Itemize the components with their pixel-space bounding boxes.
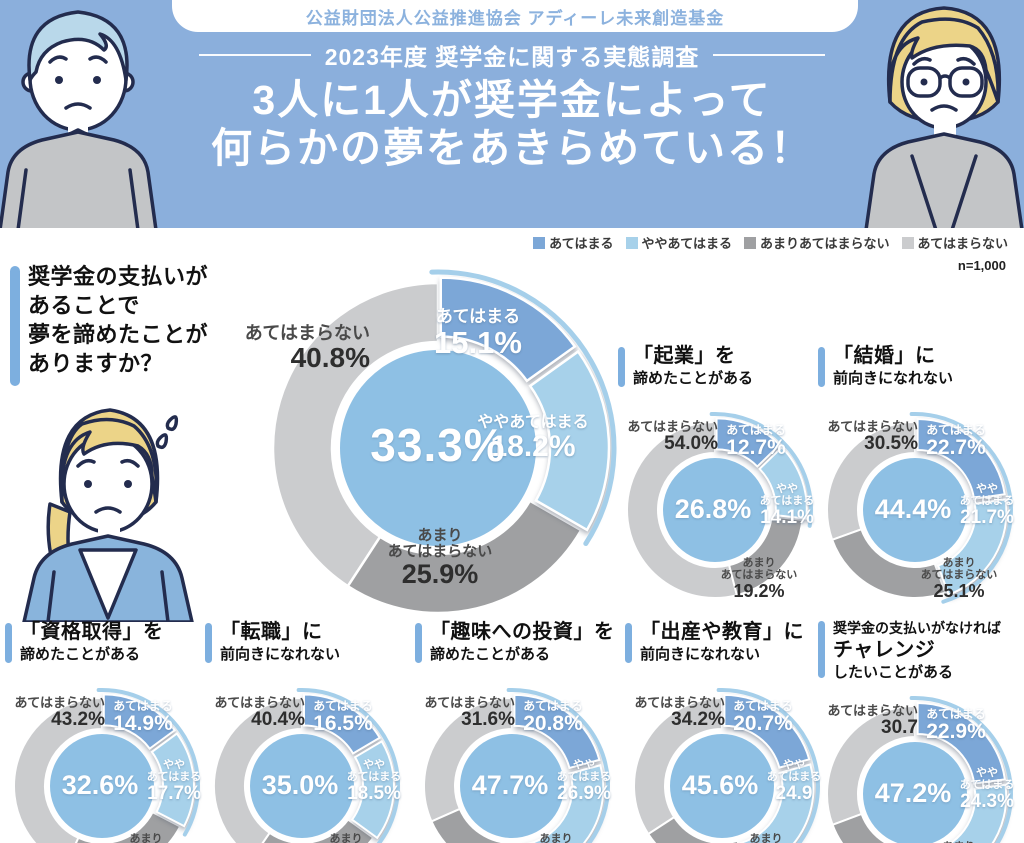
chart-title: 「出産や教育」に 前向きになれない	[625, 620, 825, 665]
accent-bar	[818, 621, 825, 679]
legend-swatch-no	[901, 236, 914, 249]
donut-chart	[626, 412, 813, 599]
organization-name: 公益財団法人公益推進協会 アディーレ未来創造基金	[305, 9, 725, 28]
decorative-line-left	[198, 54, 311, 56]
question-line: ありますか？	[28, 351, 164, 376]
chart-shumi: 「趣味への投資」を 諦めたことがある あてはまらない 31.6% あてはまる 20.…	[415, 620, 615, 843]
accent-bar	[415, 623, 422, 663]
accent-bar	[10, 266, 20, 386]
legend-label: あまりあてはまらない	[760, 236, 890, 251]
legend-item: あてはまる	[533, 233, 614, 252]
question-line: あることで	[28, 293, 140, 318]
donut-chart-overall	[271, 269, 617, 615]
main-title-line2: 何らかの夢をあきらめている！	[211, 125, 813, 171]
donut-chart	[13, 688, 200, 843]
chart-tenshoku: 「転職」に 前向きになれない あてはまらない 40.4% あてはまる 16.5% や…	[205, 620, 405, 843]
chart-title: 「起業」を 諦めたことがある	[618, 344, 818, 389]
chart-title: 「転職」に 前向きになれない	[205, 620, 405, 665]
main-title: 3人に1人が奨学金によって 何らかの夢をあきらめている！	[0, 76, 1024, 172]
worried-woman-glasses-illustration	[864, 6, 1024, 228]
accent-bar	[205, 623, 212, 663]
donut-chart	[826, 696, 1013, 843]
legend-item: あまりあてはまらない	[744, 233, 890, 252]
legend: あてはまる ややあてはまる あまりあてはまらない あてはまらない	[533, 233, 1008, 252]
header-banner: 公益財団法人公益推進協会 アディーレ未来創造基金 2023年度 奨学金に関する実…	[0, 0, 1024, 228]
survey-subtitle-row: 2023年度 奨学金に関する実態調査	[0, 38, 1024, 72]
legend-swatch-somewhat-agree	[625, 236, 638, 249]
donut-chart	[213, 688, 400, 843]
legend-label: ややあてはまる	[641, 236, 733, 251]
organization-pill: 公益財団法人公益推進協会 アディーレ未来創造基金	[172, 0, 858, 32]
chart-shussan: 「出産や教育」に 前向きになれない あてはまらない 34.2% あてはまる 20.7…	[625, 620, 825, 843]
donut-chart	[826, 412, 1013, 604]
chart-title: 「資格取得」を 諦めたことがある	[5, 620, 205, 665]
accent-bar	[618, 347, 625, 387]
question-box: 奨学金の支払いが あることで 夢を諦めたことが ありますか？	[10, 262, 209, 386]
legend-swatch-agree	[533, 236, 546, 249]
chart-kekkon: 「結婚」に 前向きになれない あてはまらない 30.5% あてはまる 22.7% や…	[818, 344, 1018, 612]
worried-man-illustration	[0, 10, 158, 228]
accent-bar	[5, 623, 12, 663]
legend-item: ややあてはまる	[625, 233, 733, 252]
question-line: 奨学金の支払いが	[28, 264, 209, 289]
chart-shikaku: 「資格取得」を 諦めたことがある あてはまらない 43.2% あてはまる 14.9%…	[5, 620, 205, 843]
donut-chart	[633, 688, 820, 843]
decorative-line-right	[713, 54, 826, 56]
main-title-line1: 3人に1人が奨学金によって	[252, 77, 772, 123]
legend-item: あてはまらない	[901, 233, 1008, 252]
legend-label: あてはまる	[549, 236, 614, 251]
accent-bar	[625, 623, 632, 663]
sample-size: n=1,000	[957, 258, 1006, 273]
chart-title: 「趣味への投資」を 諦めたことがある	[415, 620, 615, 665]
legend-label: あてはまらない	[917, 236, 1008, 251]
accent-bar	[818, 347, 825, 387]
survey-subtitle: 2023年度 奨学金に関する実態調査	[324, 44, 700, 70]
chart-title: 奨学金の支払いがなければ チャレンジ したいことがある	[818, 618, 1018, 683]
chart-challenge: 奨学金の支払いがなければ チャレンジ したいことがある あてはまらない 30.7 …	[818, 618, 1018, 843]
chart-overall: あてはまらない 40.8% あてはまる 15.1% ややあてはまる 18.2% …	[245, 269, 630, 617]
chart-kigyo: 「起業」を 諦めたことがある あてはまらない 54.0% あてはまる 12.7% や…	[618, 344, 818, 612]
worried-woman-illustration	[22, 408, 194, 622]
legend-swatch-not-much	[744, 236, 757, 249]
donut-chart	[423, 688, 610, 843]
chart-title: 「結婚」に 前向きになれない	[818, 344, 1018, 389]
question-line: 夢を諦めたことが	[28, 322, 209, 347]
